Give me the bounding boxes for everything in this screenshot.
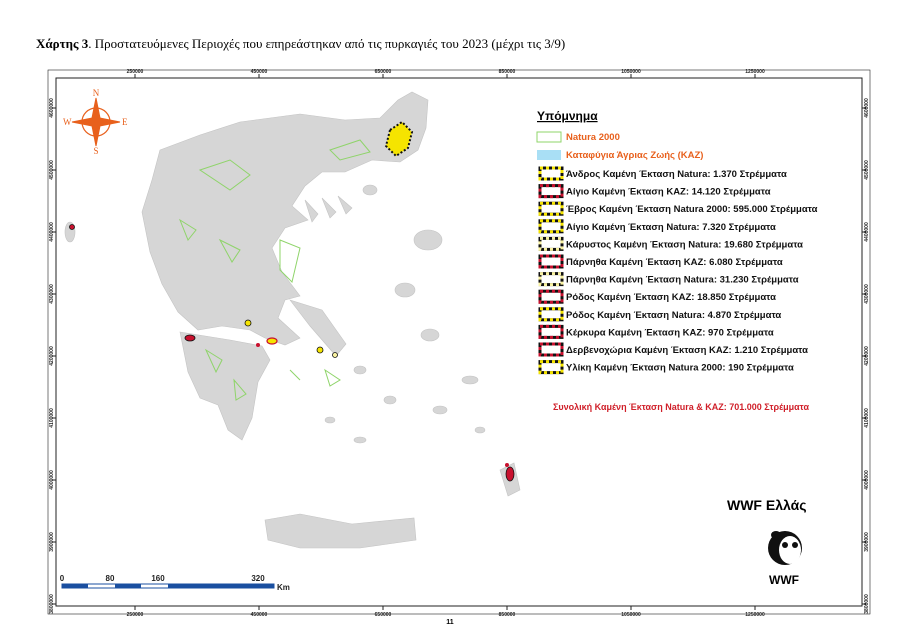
legend-swatch (538, 272, 564, 287)
legend-label: Κάρυστος Καμένη Έκταση Natura: 19.680 Στ… (566, 239, 803, 250)
legend-label: Πάρνηθα Καμένη Έκταση ΚΑΖ: 6.080 Στρέμμα… (566, 257, 783, 268)
x-tick-label: 1050000 (621, 69, 641, 75)
y-tick-label: 3800000 (49, 594, 55, 614)
legend-swatch (538, 236, 564, 251)
compass-e: E (122, 117, 128, 127)
wwf-logo: WWF Ελλάς WWF (727, 497, 807, 587)
x-tick-label: 650000 (375, 612, 392, 618)
legend-swatch (537, 150, 561, 160)
legend-label: Ρόδος Καμένη Έκταση Natura: 4.870 Στρέμμ… (566, 310, 781, 321)
compass: N E S W (63, 88, 128, 156)
brand-logo: WWF (769, 573, 799, 587)
compass-w: W (63, 117, 72, 127)
y-tick-label: 3900000 (49, 532, 55, 552)
legend-swatch (538, 342, 564, 357)
legend-swatch (538, 360, 564, 375)
x-tick-label: 1050000 (621, 612, 641, 618)
y-tick-label: 4500000 (864, 160, 870, 180)
caption-label: Χάρτης 3 (36, 36, 89, 51)
scale-bar: 0 80 160 320 Km (60, 574, 290, 592)
legend-swatch (538, 289, 564, 304)
legend-swatch (538, 289, 564, 304)
legend-swatch (538, 166, 564, 181)
legend-swatch (538, 201, 564, 216)
caption-text: . Προστατευόμενες Περιοχές που επηρεάστη… (88, 36, 565, 51)
page-number: 11 (446, 619, 454, 626)
y-tick-label: 3800000 (864, 594, 870, 614)
scale-label: 160 (151, 574, 165, 583)
y-tick-label: 4400000 (49, 222, 55, 242)
x-tick-label: 1250000 (745, 612, 765, 618)
brand-name: WWF Ελλάς (727, 497, 807, 513)
scale-label: 80 (106, 574, 115, 583)
legend-swatch (538, 236, 564, 251)
legend-swatch (538, 342, 564, 357)
y-tick-label: 4400000 (864, 222, 870, 242)
fire-areas (69, 120, 515, 482)
legend-label: Καταφύγια Άγριας Ζωής (ΚΑΖ) (566, 150, 703, 161)
scale-label: 320 (251, 574, 265, 583)
y-tick-label: 4500000 (49, 160, 55, 180)
x-tick-label: 450000 (251, 69, 268, 75)
legend-label: Πάρνηθα Καμένη Έκταση Natura: 31.230 Στρ… (566, 275, 799, 286)
legend-swatch (538, 307, 564, 322)
legend-label: Δερβενοχώρια Καμένη Έκταση ΚΑΖ: 1.210 Στ… (566, 345, 808, 356)
legend-swatch (538, 254, 564, 269)
caption: Χάρτης 3. Προστατευόμενες Περιοχές που ε… (36, 36, 565, 51)
y-tick-label: 4300000 (864, 284, 870, 304)
legend-title: Υπόμνημα (537, 109, 598, 123)
x-tick-label: 250000 (127, 612, 144, 618)
legend-swatch (538, 254, 564, 269)
map-outer-frame (47, 69, 871, 615)
legend-swatch (538, 324, 564, 339)
legend-total: Συνολική Καμένη Έκταση Natura & ΚΑΖ: 701… (553, 402, 809, 412)
y-tick-label: 4200000 (864, 346, 870, 366)
x-tick-label: 1250000 (745, 69, 765, 75)
legend-swatch (538, 201, 564, 216)
legend-swatch (538, 184, 564, 199)
y-tick-label: 4600000 (49, 98, 55, 118)
legend-label: Natura 2000 (566, 132, 620, 143)
legend-swatch (538, 324, 564, 339)
y-tick-label: 4300000 (49, 284, 55, 304)
compass-s: S (93, 146, 98, 156)
legend-label: Υλίκη Καμένη Έκταση Natura 2000: 190 Στρ… (566, 363, 794, 374)
legend-label: Κέρκυρα Καμένη Έκταση ΚΑΖ: 970 Στρέμματα (566, 327, 774, 338)
y-tick-label: 4200000 (49, 346, 55, 366)
x-tick-label: 850000 (499, 612, 516, 618)
x-tick-label: 650000 (375, 69, 392, 75)
compass-n: N (93, 88, 100, 98)
legend-label: Αίγιο Καμένη Έκταση ΚΑΖ: 14.120 Στρέμματ… (566, 187, 771, 198)
scale-unit: Km (277, 583, 290, 592)
scale-label: 0 (60, 574, 65, 583)
legend-swatch (538, 219, 564, 234)
y-tick-label: 4000000 (864, 470, 870, 490)
legend-label: Άνδρος Καμένη Έκταση Natura: 1.370 Στρέμ… (566, 169, 787, 180)
legend: Υπόμνημα Natura 2000 Καταφύγια Άγριας Ζω… (536, 109, 818, 412)
legend-swatch (538, 219, 564, 234)
y-tick-label: 4000000 (49, 470, 55, 490)
legend-swatch (536, 131, 562, 143)
y-tick-label: 4600000 (864, 98, 870, 118)
legend-swatch (538, 184, 564, 199)
legend-label: Ρόδος Καμένη Έκταση ΚΑΖ: 18.850 Στρέμματ… (566, 292, 776, 303)
legend-swatch (538, 360, 564, 375)
x-tick-label: 450000 (251, 612, 268, 618)
y-tick-label: 4100000 (864, 408, 870, 428)
natura-areas (178, 139, 371, 401)
y-tick-label: 3900000 (864, 532, 870, 552)
legend-label: Αίγιο Καμένη Έκταση Natura: 7.320 Στρέμμ… (566, 222, 776, 233)
x-tick-label: 850000 (499, 69, 516, 75)
x-tick-label: 250000 (127, 69, 144, 75)
legend-swatch (538, 272, 564, 287)
legend-swatch (538, 166, 564, 181)
legend-label: Έβρος Καμένη Έκταση Natura 2000: 595.000… (566, 204, 818, 215)
y-tick-label: 4100000 (49, 408, 55, 428)
legend-swatch (538, 307, 564, 322)
